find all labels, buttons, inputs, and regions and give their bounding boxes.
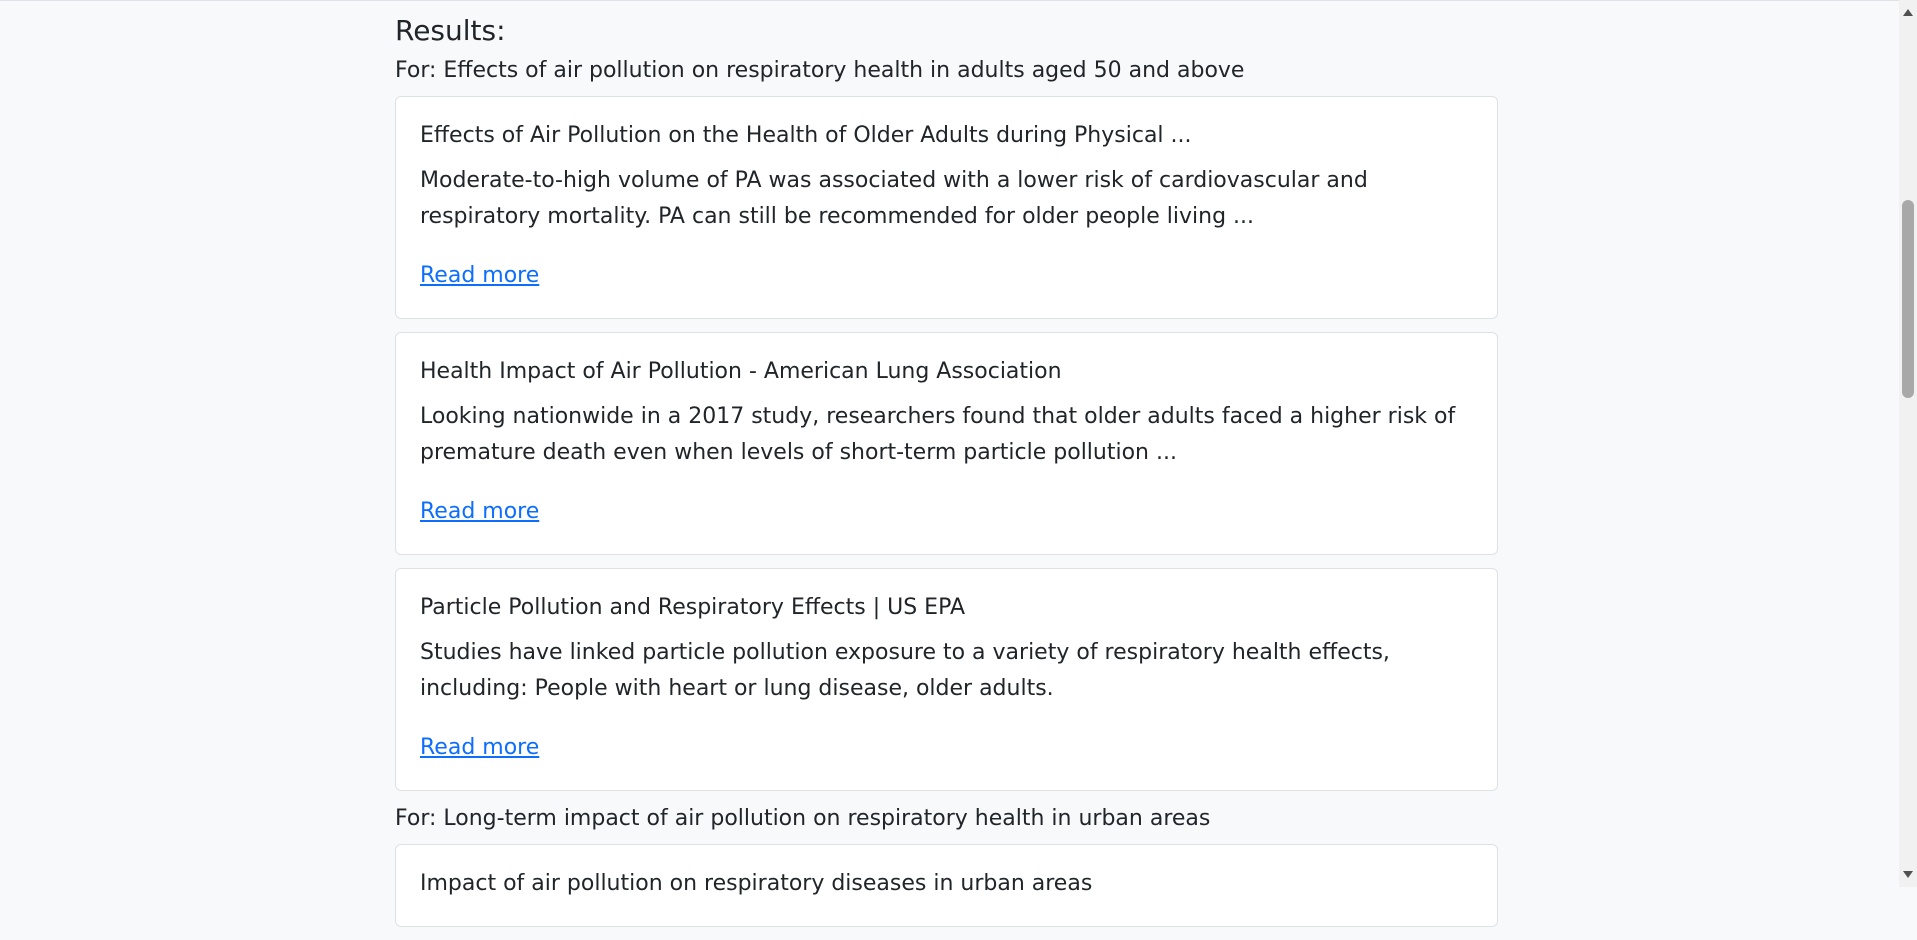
query-group: For: Long-term impact of air pollution o…	[395, 804, 1498, 927]
result-card: Impact of air pollution on respiratory d…	[395, 844, 1498, 927]
query-label: For: Effects of air pollution on respira…	[395, 58, 1245, 83]
result-title: Health Impact of Air Pollution - America…	[420, 359, 1062, 384]
results-heading: Results:	[395, 14, 506, 47]
scroll-arrows	[1903, 9, 1913, 878]
scroll-thumb[interactable]	[1902, 200, 1914, 398]
result-snippet: Looking nationwide in a 2017 study, rese…	[420, 404, 1456, 465]
result-card: Effects of Air Pollution on the Health o…	[395, 96, 1498, 319]
result-title: Particle Pollution and Respiratory Effec…	[420, 595, 965, 620]
read-more-link[interactable]: Read more	[420, 263, 540, 288]
result-card: Health Impact of Air Pollution - America…	[395, 332, 1498, 555]
query-group: For: Effects of air pollution on respira…	[395, 56, 1498, 791]
result-snippet: Moderate-to-high volume of PA was associ…	[420, 168, 1368, 229]
result-card: Particle Pollution and Respiratory Effec…	[395, 568, 1498, 791]
result-snippet: Studies have linked particle pollution e…	[420, 640, 1390, 701]
query-label: For: Long-term impact of air pollution o…	[395, 806, 1211, 831]
top-border	[0, 0, 1899, 1]
read-more-link[interactable]: Read more	[420, 735, 540, 760]
scrollbar[interactable]	[1899, 0, 1917, 887]
result-title: Effects of Air Pollution on the Health o…	[420, 123, 1192, 148]
result-title: Impact of air pollution on respiratory d…	[420, 871, 1093, 896]
results-section: Results: For: Effects of air pollution o…	[395, 12, 1498, 940]
read-more-link[interactable]: Read more	[420, 499, 540, 524]
